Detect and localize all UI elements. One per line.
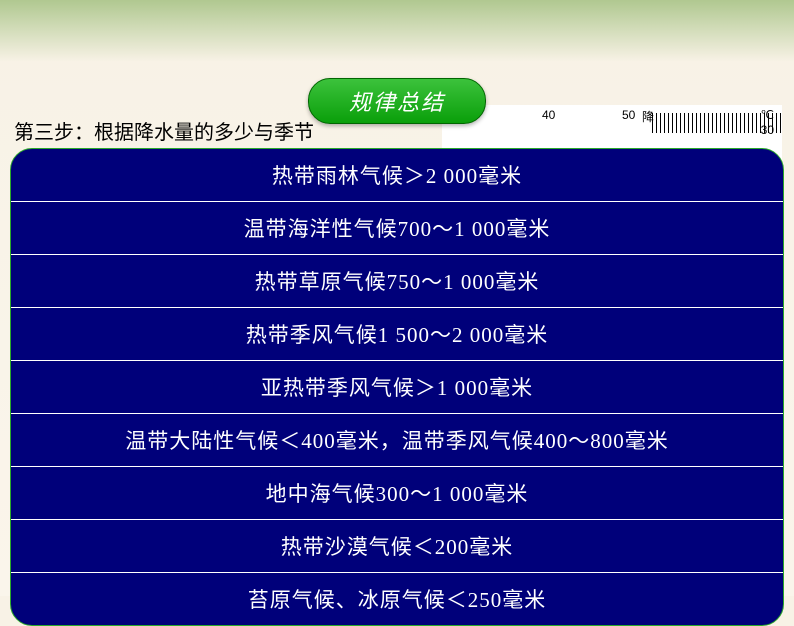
table-row: 热带雨林气候＞2 000毫米: [11, 149, 783, 202]
table-row: 热带草原气候750～1 000毫米: [11, 255, 783, 308]
summary-badge: 规律总结: [308, 78, 486, 124]
table-row: 温带海洋性气候700～1 000毫米: [11, 202, 783, 255]
bg-num: 40: [542, 108, 555, 122]
step-three-text: 第三步：根据降水量的多少与季节: [14, 116, 314, 145]
bg-hatch: [652, 113, 782, 133]
badge-label: 规律总结: [349, 90, 445, 115]
table-row: 热带沙漠气候＜200毫米: [11, 520, 783, 573]
table-row: 亚热带季风气候＞1 000毫米: [11, 361, 783, 414]
table-row: 温带大陆性气候＜400毫米，温带季风气候400～800毫米: [11, 414, 783, 467]
bg-num: 50: [622, 108, 635, 122]
table-row: 苔原气候、冰原气候＜250毫米: [11, 573, 783, 625]
table-row: 热带季风气候1 500～2 000毫米: [11, 308, 783, 361]
climate-precipitation-table: 热带雨林气候＞2 000毫米 温带海洋性气候700～1 000毫米 热带草原气候…: [10, 148, 784, 626]
slide-top-glow: [0, 0, 794, 62]
table-row: 地中海气候300～1 000毫米: [11, 467, 783, 520]
